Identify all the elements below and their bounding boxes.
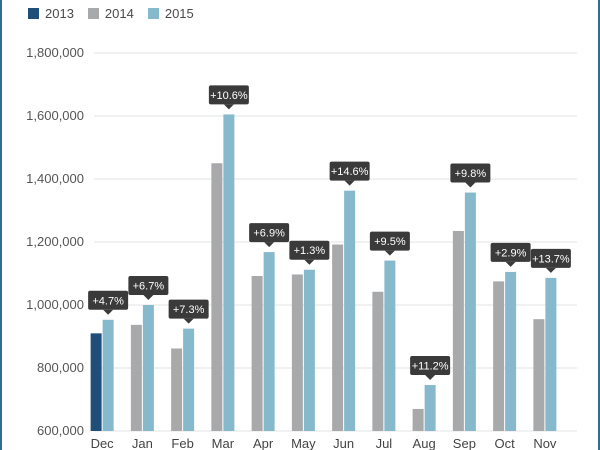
y-tick-label: 1,800,000 (26, 45, 84, 60)
chart-legend: 2013 2014 2015 (28, 4, 194, 22)
bar-2014 (452, 230, 464, 431)
callout-box (490, 242, 531, 262)
callout-pointer (143, 295, 154, 300)
x-tick-label: Mar (212, 436, 235, 450)
x-tick-label: Aug (413, 436, 436, 450)
callout-label: +6.7% (133, 281, 165, 293)
y-tick-label: 1,200,000 (26, 234, 84, 249)
bar-2015 (303, 269, 315, 431)
bar-2014 (412, 408, 424, 431)
bar-2015 (545, 277, 557, 431)
callout-box (289, 240, 330, 260)
callout-pointer (103, 309, 114, 315)
bar-2015 (384, 260, 396, 431)
bar-2014 (332, 244, 344, 431)
callout-box (369, 231, 410, 251)
callout-label: +13.7% (532, 253, 570, 265)
callout-box (450, 163, 491, 183)
bar-2014 (211, 163, 223, 431)
callout-pointer (344, 180, 355, 186)
callout-label: +9.8% (455, 168, 487, 180)
callout-box (410, 356, 451, 376)
callout-box (168, 299, 209, 319)
bar-2015 (142, 305, 154, 431)
bar-2014 (291, 274, 303, 431)
callout-label: +9.5% (374, 236, 406, 248)
x-tick-label: Sep (453, 436, 476, 450)
x-tick-label: Jun (333, 436, 354, 450)
bar-2014 (251, 276, 263, 431)
x-tick-label: Dec (91, 436, 115, 450)
y-tick-label: 600,000 (37, 423, 84, 438)
x-tick-label: Apr (253, 436, 274, 450)
callout-label: +7.3% (173, 304, 205, 316)
x-tick-label: Feb (171, 436, 193, 450)
bar-2015 (344, 190, 356, 431)
bar-2015 (183, 328, 195, 431)
callout-pointer (465, 182, 476, 188)
callout-pointer (223, 104, 234, 110)
bar-2013 (90, 333, 102, 431)
x-tick-label: Jan (132, 436, 153, 450)
bar-2015 (263, 252, 275, 431)
callout-label: +10.6% (210, 90, 248, 102)
callout-box (329, 161, 370, 181)
callout-label: +2.9% (495, 247, 527, 259)
y-tick-label: 800,000 (37, 360, 84, 375)
callout-label: +11.2% (412, 361, 449, 373)
callout-pointer (264, 242, 275, 248)
bar-2014 (130, 324, 142, 431)
bar-2015 (102, 319, 114, 431)
callout-pointer (425, 375, 436, 381)
callout-box (208, 85, 249, 105)
legend-label-2014: 2014 (104, 5, 134, 21)
callout-box (249, 223, 290, 243)
callout-pointer (545, 267, 556, 273)
legend-label-2015: 2015 (164, 5, 194, 21)
legend-item-2014: 2014 (87, 5, 134, 21)
bar-2014 (493, 281, 505, 431)
bar-2014 (372, 291, 384, 431)
legend-label-2013: 2013 (45, 5, 74, 21)
callout-label: +14.6% (331, 166, 369, 178)
callout-pointer (183, 318, 194, 324)
bar-2014 (533, 319, 545, 431)
bar-2015 (424, 385, 436, 431)
bar-2014 (171, 348, 183, 431)
callout-box (530, 248, 571, 268)
x-tick-label: Jul (376, 436, 393, 450)
callout-box (128, 276, 169, 295)
x-tick-label: Nov (533, 436, 557, 450)
bar-2015 (223, 114, 235, 432)
legend-swatch-2014 (87, 7, 99, 19)
legend-item-2013: 2013 (28, 6, 74, 21)
x-tick-label: Oct (495, 436, 516, 450)
callout-label: +6.9% (253, 228, 285, 240)
callout-pointer (384, 250, 395, 256)
callout-box (88, 290, 129, 310)
y-tick-label: 1,600,000 (26, 108, 84, 123)
callout-pointer (304, 259, 315, 265)
legend-swatch-2015 (147, 7, 159, 19)
bar-2015 (464, 192, 476, 431)
callout-label: +1.3% (294, 245, 326, 257)
y-tick-label: 1,000,000 (26, 297, 84, 312)
legend-swatch-2013 (28, 7, 39, 19)
y-tick-label: 1,400,000 (26, 171, 84, 186)
legend-item-2015: 2015 (147, 5, 194, 21)
bar-2015 (505, 271, 517, 431)
x-tick-label: May (291, 436, 316, 450)
callout-pointer (505, 261, 516, 267)
callout-label: +4.7% (92, 295, 124, 307)
